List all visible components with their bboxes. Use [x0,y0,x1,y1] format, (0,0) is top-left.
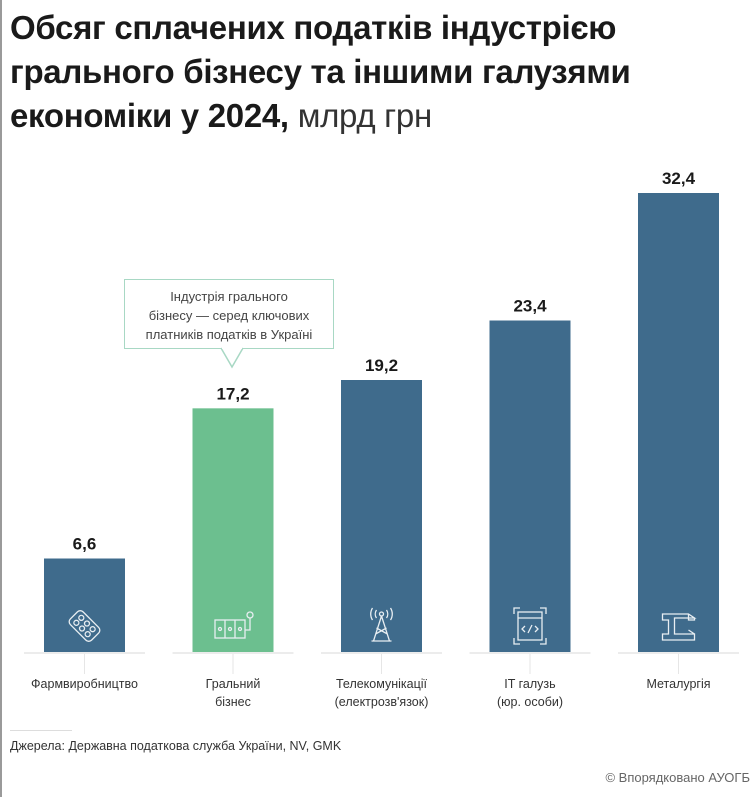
annotation-callout: Індустрія грального бізнесу — серед ключ… [124,279,334,349]
category-label: (юр. особи) [497,695,563,709]
bar [192,408,274,652]
steel-beam-icon [661,613,697,641]
category-label: Фармвиробництво [31,677,138,691]
value-label: 23,4 [513,297,547,316]
category-label: Телекомунікації [336,677,428,691]
source-divider [10,730,72,731]
callout-pointer [220,347,244,369]
category-label: Металургія [646,677,710,691]
category-label: (електрозв'язок) [335,695,429,709]
radio-tower-icon [370,607,393,642]
code-window-icon [513,607,547,645]
bar [638,193,719,652]
bar [44,558,125,652]
source-note: Джерела: Державна податкова служба Украї… [10,739,342,753]
slot-machine-icon [214,611,254,639]
category-label: Гральний [206,677,261,691]
value-label: 17,2 [216,384,249,403]
category-label: бізнес [215,695,251,709]
value-label: 32,4 [662,169,696,188]
bar [489,320,571,652]
category-label: IT галузь [504,677,555,691]
credit: © Впорядковано АУОГБ [605,770,750,785]
value-label: 19,2 [365,356,398,375]
value-label: 6,6 [73,535,97,554]
bar [341,380,422,652]
pills-icon [68,610,101,642]
chart-title: Обсяг сплачених податків індустрією грал… [10,9,631,134]
